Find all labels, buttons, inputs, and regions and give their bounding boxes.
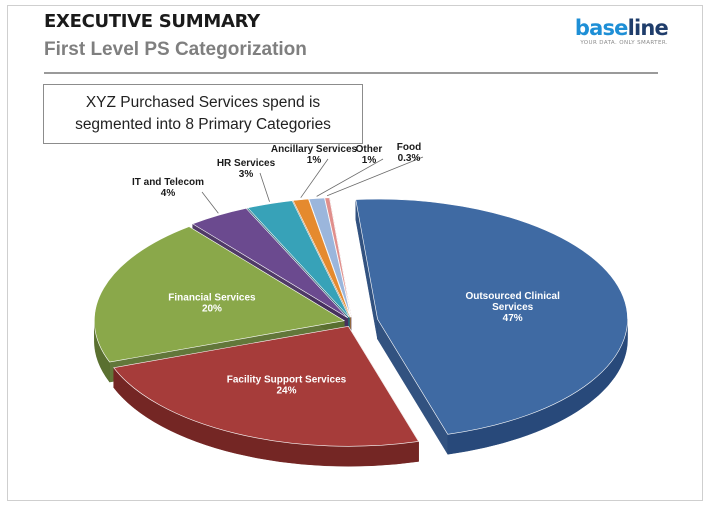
leader-line-hr-services — [259, 172, 270, 202]
data-label-facility-support-services-line-0: Facility Support Services — [227, 375, 347, 386]
pie-slice-it-and-telecom — [191, 207, 349, 319]
data-label-food: Food 0.3% — [397, 142, 421, 164]
data-label-outsourced-clinical-services: Outsourced Clinical Services 47% — [465, 291, 560, 324]
pie-slice-financial-services — [94, 226, 346, 363]
data-label-financial-services: Financial Services 20% — [168, 292, 256, 314]
data-label-it-and-telecom-line-0: IT and Telecom — [132, 177, 204, 188]
summary-callout: XYZ Purchased Services spend is segmente… — [43, 84, 363, 144]
data-label-outsourced-clinical-services-line-1: Services — [492, 302, 534, 313]
data-label-hr-services-line-0: HR Services — [217, 158, 276, 169]
data-label-financial-services-line-0: Financial Services — [168, 292, 256, 303]
data-label-other: Other 1% — [356, 144, 383, 166]
data-label-ancillary-services-line-0: Ancillary Services — [271, 144, 358, 155]
leader-line-it-and-telecom — [201, 191, 219, 214]
data-label-facility-support-services: Facility Support Services 24% — [227, 375, 347, 397]
pie-tops — [94, 197, 628, 447]
callout-line-2: segmented into 8 Primary Categories — [75, 116, 331, 133]
logo-part-base: base — [574, 16, 629, 40]
data-label-other-line-1: 1% — [362, 155, 377, 166]
logo-tagline: YOUR DATA. ONLY SMARTER. — [580, 40, 668, 46]
leader-line-ancillary-services — [300, 158, 329, 198]
leader-line-food — [326, 156, 424, 197]
data-label-hr-services-line-1: 3% — [239, 169, 254, 180]
page-title: EXECUTIVE SUMMARY — [44, 11, 260, 32]
pie-slice-outsourced-clinical-services — [355, 198, 628, 435]
data-label-ancillary-services-line-1: 1% — [307, 155, 322, 166]
logo-wordmark: baseline — [572, 16, 669, 40]
pie-slice-hr-services — [247, 200, 350, 318]
title-divider — [44, 72, 658, 74]
leader-line-other — [316, 158, 384, 197]
data-label-other-line-0: Other — [356, 144, 383, 155]
data-label-facility-support-services-line-1: 24% — [276, 386, 296, 397]
data-label-food-line-1: 0.3% — [398, 153, 421, 164]
pie-labels: Outsourced Clinical Services 47% Facility S… — [132, 142, 560, 397]
pie-slice-ancillary-services — [292, 198, 351, 318]
data-label-outsourced-clinical-services-line-2: 47% — [503, 313, 523, 324]
data-label-outsourced-clinical-services-line-0: Outsourced Clinical — [465, 291, 560, 302]
callout-line-1: XYZ Purchased Services spend is — [85, 94, 321, 111]
pie-slice-other — [308, 197, 352, 318]
data-label-it-and-telecom-line-1: 4% — [161, 188, 176, 199]
data-label-hr-services: HR Services 3% — [217, 158, 276, 180]
pie-slice-food — [324, 197, 352, 318]
pie-slice-facility-support-services — [113, 325, 420, 447]
data-label-it-and-telecom: IT and Telecom 4% — [132, 177, 204, 199]
logo-part-line: line — [627, 16, 669, 40]
page-subtitle: First Level PS Categorization — [44, 39, 307, 60]
data-label-food-line-0: Food — [397, 142, 421, 153]
baseline-logo: baseline YOUR DATA. ONLY SMARTER. — [572, 16, 669, 47]
data-label-ancillary-services: Ancillary Services 1% — [271, 144, 358, 166]
data-label-financial-services-line-1: 20% — [202, 303, 222, 314]
